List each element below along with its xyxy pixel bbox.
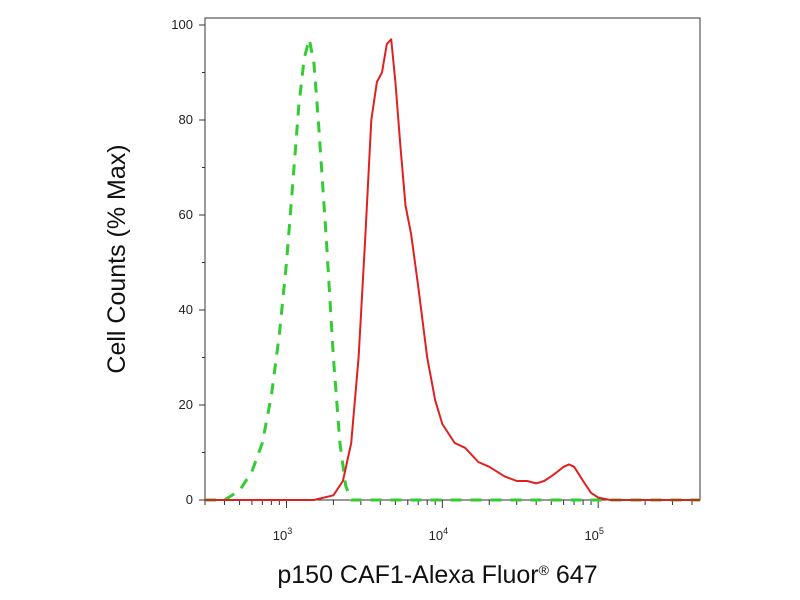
y-tick-label: 20 [179, 397, 193, 412]
x-tick-base: 10 [429, 528, 443, 543]
x-tick-label: 104 [429, 526, 448, 543]
y-axis-title: Cell Counts (% Max) [103, 144, 131, 373]
y-tick-label: 60 [179, 207, 193, 222]
x-axis-title-suffix: 647 [549, 561, 598, 589]
series-layer [205, 37, 700, 502]
x-tick-label: 103 [273, 526, 292, 543]
x-axis-title-superscript: ® [539, 562, 550, 578]
x-tick-exponent: 4 [443, 526, 448, 536]
series-line-1 [205, 37, 700, 502]
series-line-2 [205, 38, 700, 501]
x-axis-title-main: p150 CAF1-Alexa Fluor [277, 561, 538, 589]
x-tick-exponent: 5 [599, 526, 604, 536]
x-tick-exponent: 3 [287, 526, 292, 536]
y-tick-label: 40 [179, 302, 193, 317]
y-tick-label: 0 [186, 492, 193, 507]
x-tick-base: 10 [273, 528, 287, 543]
x-tick-base: 10 [584, 528, 598, 543]
y-tick-label: 100 [171, 17, 193, 32]
y-tick-label: 80 [179, 112, 193, 127]
x-tick-label: 105 [584, 526, 603, 543]
x-axis-title: p150 CAF1-Alexa Fluor® 647 [277, 561, 597, 589]
plot-frame [204, 17, 701, 501]
